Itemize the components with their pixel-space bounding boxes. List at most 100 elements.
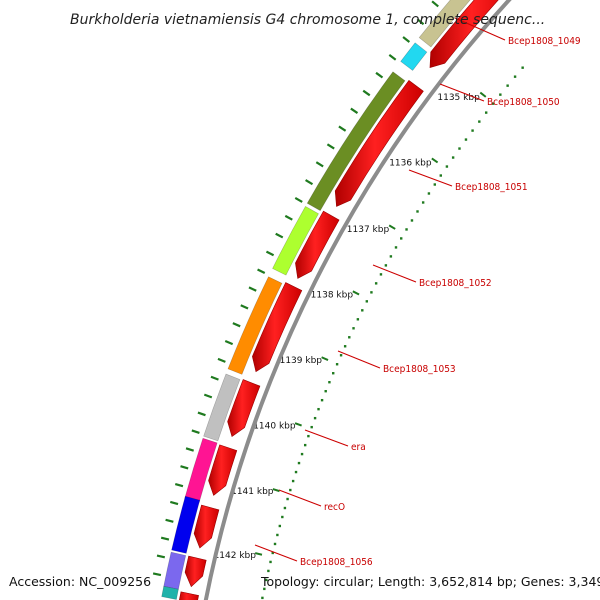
ring-dot-40 [310,425,313,429]
reverse-gene-block-1[interactable] [400,42,428,71]
ring-dot-20 [394,246,398,249]
ring-dot-56 [267,569,270,573]
ring-dot-15 [421,201,425,204]
ring-dot-46 [291,479,295,483]
gene-tick-26 [180,465,189,470]
reverse-gene-block-9[interactable] [161,585,179,600]
reverse-gene-block-8[interactable] [163,551,187,590]
kbp-tick-0 [479,91,487,98]
ring-dot-50 [281,515,284,519]
gene-label-6[interactable]: recO [324,502,345,513]
gene-tick-22 [203,393,213,399]
gene-tick-8 [326,143,335,150]
gene-tick-32 [152,572,162,577]
ring-dot-52 [276,533,279,537]
backbone-line [203,0,512,600]
ring-dot-33 [335,363,339,366]
ring-dot-58 [263,587,266,591]
gene-leader-line-2 [408,169,453,187]
gene-tick-10 [305,179,314,186]
kbp-tick-4 [321,356,329,361]
gene-tick-0 [431,0,439,8]
ring-dot-0 [521,66,524,69]
forward-gene-arrow-2[interactable] [295,210,340,279]
kbp-tick-5 [294,422,302,427]
gene-tick-3 [388,54,397,61]
reverse-gene-block-4[interactable] [227,276,283,375]
reverse-gene-block-0[interactable] [418,0,507,48]
forward-gene-arrow-7[interactable] [184,555,207,588]
ring-dot-32 [339,354,343,357]
ring-dot-53 [273,542,277,546]
gene-tick-2 [402,36,411,43]
gene-label-7[interactable]: Bcep1808_1056 [300,557,373,568]
forward-gene-arrow-0[interactable] [429,0,522,69]
ring-dot-51 [278,524,282,528]
ring-dot-59 [261,596,264,600]
ring-dot-4 [491,102,495,105]
reverse-gene-block-3[interactable] [272,205,319,276]
gene-tick-13 [275,232,284,239]
kbp-label-6: 1141 kbp [231,487,274,497]
gene-tick-21 [210,375,219,381]
forward-strand-genes [177,0,522,600]
kbp-tick-3 [352,290,360,296]
gene-tick-24 [191,429,200,434]
ring-dot-11 [445,165,449,168]
gene-label-0[interactable]: Bcep1808_1049 [508,36,581,47]
gene-tick-28 [170,500,179,506]
forward-gene-arrow-6[interactable] [193,504,220,549]
ring-dot-22 [384,264,388,267]
gene-tick-4 [375,71,384,79]
gene-tick-14 [265,250,275,257]
kbp-label-1: 1136 kbp [389,158,432,168]
gene-label-1[interactable]: Bcep1808_1050 [487,97,560,108]
forward-gene-arrow-1[interactable] [334,80,424,207]
gene-tick-31 [156,554,166,559]
ring-dot-41 [307,434,310,438]
ring-dot-14 [427,192,431,195]
ring-dot-30 [348,336,351,339]
gene-tick-6 [350,107,359,114]
reverse-gene-block-2[interactable] [306,71,406,212]
ring-dot-57 [265,578,268,582]
reverse-gene-block-6[interactable] [184,437,218,503]
gene-tick-25 [185,447,194,452]
gene-labels: Bcep1808_1049 Bcep1808_1050 Bcep1808_1051 B… [254,17,581,568]
ring-dot-8 [464,138,468,141]
dotted-outer-ring [261,66,524,600]
reverse-gene-block-7[interactable] [171,495,201,554]
forward-gene-arrow-4[interactable] [227,379,261,438]
gene-leader-line-0 [454,17,506,41]
ring-dot-23 [379,273,383,276]
gene-tick-29 [165,518,174,523]
ring-dot-36 [324,389,327,393]
gene-label-3[interactable]: Bcep1808_1052 [419,278,492,289]
forward-gene-arrow-8[interactable] [177,591,199,600]
ring-dot-45 [294,470,298,474]
gene-leader-line-5 [304,429,349,447]
gene-label-2[interactable]: Bcep1808_1051 [455,182,528,193]
ring-dot-27 [361,309,364,312]
ring-dot-38 [317,407,320,411]
ring-dot-25 [370,291,373,294]
map-title: Burkholderia vietnamiensis G4 chromosome… [70,12,545,28]
ring-dot-44 [297,461,301,465]
gene-label-4[interactable]: Bcep1808_1053 [383,364,456,375]
ring-dot-29 [352,327,355,330]
forward-gene-arrow-3[interactable] [252,282,303,373]
gene-leader-line-1 [439,83,485,102]
gene-tick-15 [257,268,266,274]
ring-dot-43 [300,452,304,456]
ring-dot-26 [365,300,369,303]
gene-leader-line-6 [278,489,322,507]
gene-label-5[interactable]: era [351,442,366,453]
gene-leader-line-3 [372,264,417,283]
gene-leader-line-4 [337,350,381,369]
forward-gene-arrow-5[interactable] [208,444,238,496]
reverse-gene-block-5[interactable] [203,373,241,442]
gene-tick-23 [197,411,206,417]
ring-dot-7 [471,129,474,132]
accession-text: Accession: NC_009256 [9,574,151,589]
